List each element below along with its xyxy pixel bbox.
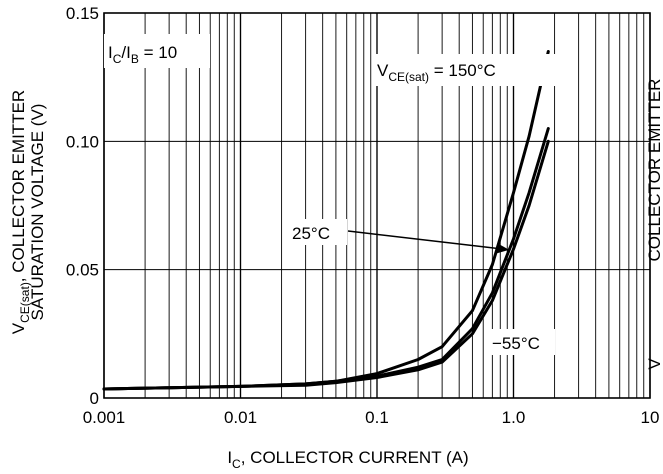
y-tick-label: 0.15	[66, 4, 99, 23]
x-tick-label: 1.0	[502, 408, 526, 427]
series-lines	[102, 50, 550, 391]
adjacent-axis-title-fragment: COLLECTOR EMITTER	[645, 79, 663, 262]
series-label-25c-bg	[289, 219, 347, 245]
series-label-25c: 25°C	[292, 224, 330, 243]
condition-label: IC/IB = 10	[108, 43, 177, 66]
x-tick-label: 10	[641, 408, 660, 427]
x-tick-label: 0.01	[224, 408, 257, 427]
x-tick-label: 0.001	[83, 408, 126, 427]
y-tick-label: 0.10	[66, 132, 99, 151]
series-label-150c-bg	[374, 54, 566, 86]
series-label-neg55c-bg	[489, 329, 555, 355]
y-tick-label: 0.05	[66, 261, 99, 280]
annotation-arrowhead-25c	[496, 243, 510, 254]
series-line-2	[102, 139, 550, 391]
series-label-150c: VCE(sat) = 150°C	[377, 61, 496, 84]
y-tick-label: 0	[90, 389, 99, 408]
x-tick-label: 0.1	[365, 408, 389, 427]
y-axis-title-line1: VCE(sat), COLLECTOR EMITTER	[9, 90, 32, 334]
tick-labels: 0.001 0.01 0.1 1.0 10 0 0.05 0.10 0.15	[66, 4, 660, 427]
x-axis-title: IC, COLLECTOR CURRENT (A)	[227, 448, 468, 471]
series-label-neg55c: −55°C	[492, 334, 540, 353]
plot-frame	[103, 12, 651, 399]
condition-label-bg	[104, 34, 210, 68]
series-line-1	[102, 127, 550, 391]
annotation-arrow-25c	[347, 230, 502, 250]
y-axis-title-line2: SATURATION VOLTAGE (V)	[28, 104, 47, 321]
adjacent-axis-symbol-fragment: V	[645, 358, 663, 370]
